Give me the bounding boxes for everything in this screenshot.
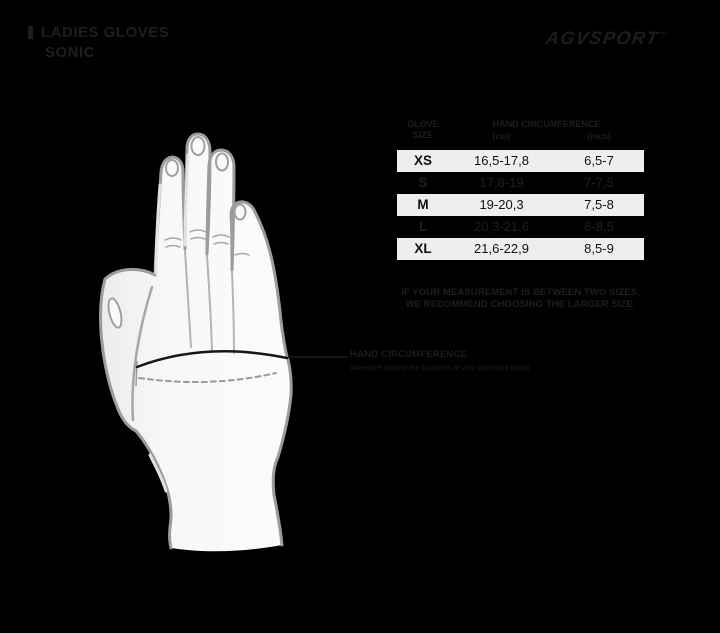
title-accent-bar bbox=[28, 26, 33, 39]
product-name: SONIC bbox=[45, 44, 96, 61]
inch-cell: 7,5-8 bbox=[584, 197, 614, 212]
ring-fingernail bbox=[215, 152, 229, 172]
callout-sublabel: (Measure around the knuckles of your dom… bbox=[350, 363, 531, 372]
hand-outline bbox=[99, 132, 293, 550]
brand-trademark: ™ bbox=[658, 32, 667, 39]
measure-header-label: HAND CIRCUMFERENCE bbox=[492, 119, 601, 129]
brand-logo: AGVSPORT™ bbox=[544, 28, 698, 49]
size-column-header-line1: GLOVE bbox=[407, 119, 439, 129]
cm-cell: 17,8-19 bbox=[479, 175, 524, 190]
callout-label: HAND CIRCUMFERENCE bbox=[350, 349, 468, 360]
table-row-xl: XL 21,6-22,9 8,5-9 bbox=[397, 238, 644, 260]
thumb-crease-line bbox=[131, 285, 154, 422]
table-row-l: L 20,3-21,6 8-8,5 bbox=[397, 216, 644, 238]
table-row-xs: XS 16,5-17,8 6,5-7 bbox=[397, 150, 644, 172]
size-column-header-line2: SIZE bbox=[412, 130, 433, 140]
cm-cell: 16,5-17,8 bbox=[474, 153, 529, 168]
cm-cell: 20,3-21,6 bbox=[474, 219, 529, 234]
title-block: LADIES GLOVES bbox=[28, 24, 169, 41]
table-row-m: M 19-20,3 7,5-8 bbox=[397, 194, 644, 216]
cm-cell: 21,6-22,9 bbox=[474, 241, 529, 256]
cm-cell: 19-20,3 bbox=[479, 197, 524, 212]
middle-fingernail bbox=[190, 136, 206, 156]
inch-cell: 8,5-9 bbox=[584, 241, 614, 256]
index-fingernail bbox=[165, 159, 179, 177]
inch-cell: 8-8,5 bbox=[584, 219, 614, 234]
pinky-fingernail bbox=[233, 203, 247, 221]
brand-logo-text: AGVSPORT bbox=[544, 28, 661, 48]
hand-fill bbox=[100, 134, 292, 552]
inch-cell: 6,5-7 bbox=[584, 153, 614, 168]
hand-illustration bbox=[99, 132, 293, 552]
inch-cell: 7-7,5 bbox=[584, 175, 614, 190]
sizing-note: IF YOUR MEASUREMENT IS BETWEEN TWO SIZES… bbox=[395, 287, 646, 311]
size-cell: L bbox=[418, 219, 428, 234]
callout-line bbox=[288, 356, 348, 358]
size-cell: S bbox=[418, 175, 428, 190]
measure-column-header: HAND CIRCUMFERENCE (cm) (inch) bbox=[449, 113, 644, 150]
size-table: GLOVE SIZE HAND CIRCUMFERENCE (cm) (inch… bbox=[397, 113, 644, 260]
fingernails bbox=[107, 136, 247, 329]
measurement-line-dashed bbox=[138, 372, 277, 383]
measurement-line-solid bbox=[135, 350, 289, 369]
thumb-fingernail bbox=[107, 297, 123, 329]
sizing-note-line1: IF YOUR MEASUREMENT IS BETWEEN TWO SIZES… bbox=[401, 287, 640, 298]
finger-separation-lines bbox=[184, 250, 235, 354]
table-row-s: S 17,8-19 7-7,5 bbox=[397, 172, 644, 194]
size-cell: M bbox=[417, 197, 429, 212]
size-cell: XL bbox=[414, 241, 432, 256]
unit-inch-label: (inch) bbox=[587, 131, 611, 141]
measurement-tick bbox=[135, 360, 138, 387]
size-cell: XS bbox=[413, 153, 432, 168]
page-title: LADIES GLOVES bbox=[41, 24, 170, 41]
sizing-note-line2: WE RECOMMEND CHOOSING THE LARGER SIZE. bbox=[405, 299, 636, 310]
unit-cm-label: (cm) bbox=[492, 131, 511, 141]
unit-header-row: (cm) (inch) bbox=[449, 131, 644, 141]
hand-shading bbox=[148, 153, 190, 493]
size-table-header: GLOVE SIZE HAND CIRCUMFERENCE (cm) (inch… bbox=[397, 113, 644, 150]
knuckle-creases bbox=[164, 229, 250, 256]
size-column-header: GLOVE SIZE bbox=[397, 113, 449, 150]
